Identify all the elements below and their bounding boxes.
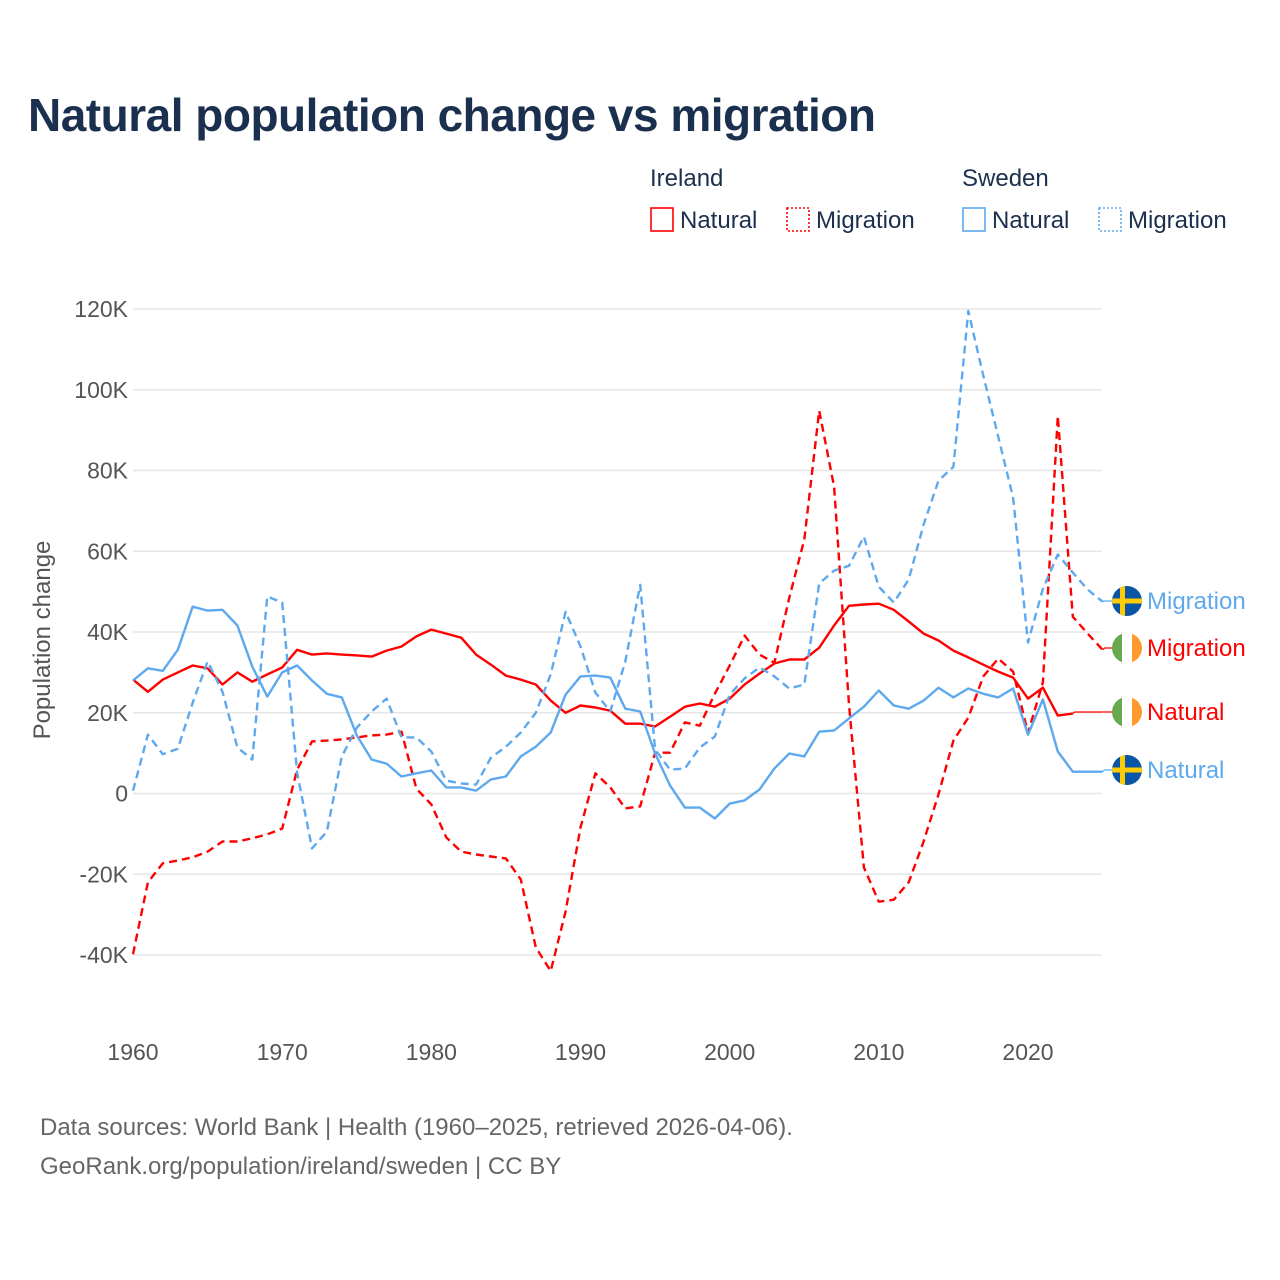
series-line-ireland-migration <box>131 409 1104 973</box>
x-tick-label: 1990 <box>555 1039 606 1065</box>
legend-group-ireland: Ireland <box>650 165 723 192</box>
series-line-sweden-natural <box>132 605 1103 820</box>
ireland-flag-icon <box>1112 697 1142 727</box>
sweden-flag-icon <box>1112 755 1142 785</box>
label-connector <box>1102 769 1112 773</box>
legend-swatch-solid <box>962 207 986 232</box>
legend-item-migration: Migration <box>816 207 915 234</box>
label-connector <box>1102 647 1112 651</box>
y-tick-label: -20K <box>79 861 128 887</box>
y-tick-label: 40K <box>87 619 129 645</box>
flag-white <box>1122 633 1132 663</box>
end-label-ireland-migration: Migration <box>1147 635 1246 662</box>
legend-swatch-dashed <box>786 207 810 232</box>
y-tick-label: 20K <box>87 700 129 726</box>
legend-item-natural: Natural <box>992 207 1069 234</box>
x-tick-label: 2010 <box>853 1039 904 1065</box>
x-tick-label: 2000 <box>704 1039 755 1065</box>
sweden-flag-icon <box>1112 586 1142 616</box>
flag-white <box>1122 697 1132 727</box>
end-label-sweden-natural: Natural <box>1147 757 1224 784</box>
flag-fill <box>1112 697 1142 727</box>
x-tick-label: 1980 <box>406 1039 457 1065</box>
y-tick-label: 80K <box>87 458 129 484</box>
label-connector <box>1102 600 1112 603</box>
series-lines <box>131 309 1104 973</box>
x-tick-label: 1960 <box>107 1039 158 1065</box>
footer-sources: Data sources: World Bank | Health (1960–… <box>40 1114 793 1141</box>
y-axis-label: Population change <box>29 541 56 740</box>
legend-item-migration: Migration <box>1128 207 1227 234</box>
flag-green <box>1112 633 1122 663</box>
y-tick-label: 0 <box>115 781 128 807</box>
legend-swatch-dashed <box>1098 207 1122 232</box>
y-tick-label: 120K <box>74 296 128 322</box>
y-tick-label: 60K <box>87 538 129 564</box>
ireland-flag-icon <box>1112 633 1142 663</box>
end-label-sweden-migration: Migration <box>1147 588 1246 615</box>
flag-fill <box>1112 586 1142 616</box>
y-tick-label: -40K <box>79 942 128 968</box>
flag-cross-h <box>1112 598 1142 604</box>
legend-group-sweden: Sweden <box>962 165 1049 192</box>
y-tick-label: 100K <box>74 377 128 403</box>
footer-link[interactable]: GeoRank.org/population/ireland/sweden | … <box>40 1153 562 1180</box>
legend-swatch-solid <box>650 207 674 232</box>
label-connector <box>1072 711 1112 715</box>
series-line-ireland-natural <box>132 602 1073 728</box>
flag-fill <box>1112 755 1142 785</box>
x-tick-label: 2020 <box>1002 1039 1053 1065</box>
flag-green <box>1112 697 1122 727</box>
flag-fill <box>1112 633 1142 663</box>
x-tick-label: 1970 <box>257 1039 308 1065</box>
series-line-sweden-migration <box>131 309 1104 850</box>
x-axis: 1960 1970 1980 1990 2000 2010 2020 <box>107 1039 1053 1065</box>
flag-cross-h <box>1112 767 1142 773</box>
chart-title: Natural population change vs migration <box>28 89 876 141</box>
flag-orange <box>1132 697 1142 727</box>
end-label-ireland-natural: Natural <box>1147 699 1224 726</box>
flag-orange <box>1132 633 1142 663</box>
footer: Data sources: World Bank | Health (1960–… <box>40 1108 793 1186</box>
legend: Ireland Natural Migration Sweden Natural Migr… <box>650 165 1227 234</box>
end-labels: Natural Migration Natural Migration <box>1072 586 1246 785</box>
y-axis: -40K -20K 0 20K 40K 60K 80K 100K 120K <box>74 296 128 968</box>
legend-item-natural: Natural <box>680 207 757 234</box>
gridlines <box>133 308 1102 956</box>
